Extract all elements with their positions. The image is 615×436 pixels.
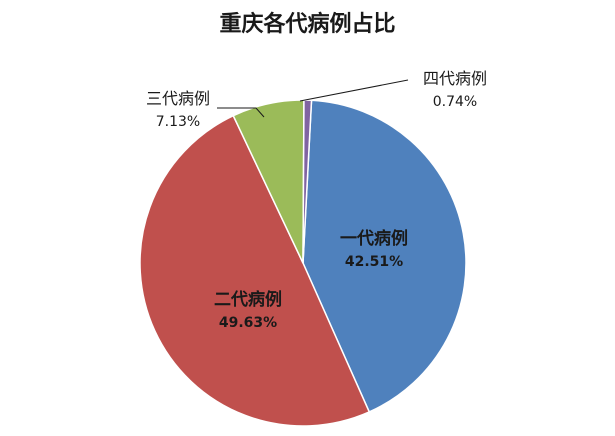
slice-name-label-3: 三代病例	[146, 89, 210, 108]
slice-name-label-4: 四代病例	[423, 69, 487, 88]
slice-percent-label-4: 0.74%	[433, 94, 477, 110]
slice-name-label-1: 一代病例	[340, 228, 408, 249]
pie-slice-1	[302, 99, 467, 413]
slice-percent-label-2: 49.63%	[219, 315, 277, 331]
pie-labels: 一代病例 42.51% 二代病例 49.63% 三代病例 7.13% 四代病例 0.74%	[146, 69, 487, 331]
leader-line-4	[299, 79, 409, 102]
slice-name-label-2: 二代病例	[214, 289, 282, 310]
pie-slices	[139, 99, 467, 427]
chart-title: 重庆各代病例占比	[219, 11, 396, 37]
pie-slice-2	[139, 114, 371, 427]
slice-percent-label-1: 42.51%	[345, 254, 403, 270]
slice-percent-label-3: 7.13%	[156, 114, 200, 130]
leader-line-3	[217, 107, 265, 118]
